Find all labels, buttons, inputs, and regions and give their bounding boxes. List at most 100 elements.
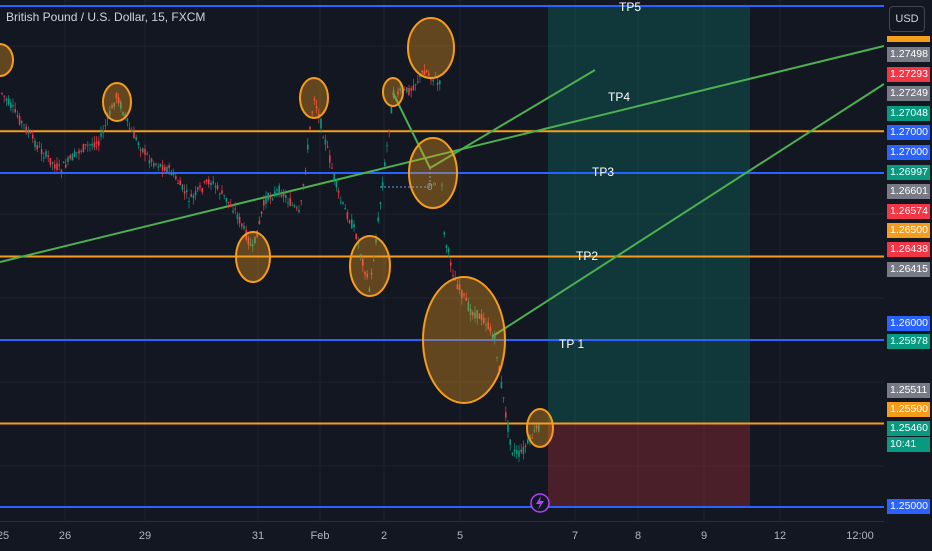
candle-body: [120, 102, 122, 109]
candle-body: [32, 134, 34, 139]
chart-background: [0, 0, 884, 521]
trendline-upper[interactable]: [429, 69, 596, 169]
price-tag: 1.26574: [887, 204, 930, 219]
candle-body: [148, 160, 151, 164]
circle-marker[interactable]: [382, 77, 404, 107]
candle-body: [439, 80, 441, 85]
candle-body: [403, 88, 406, 90]
candle-body: [170, 173, 173, 176]
price-tag: 1.25978: [887, 334, 930, 349]
candle-body: [7, 98, 10, 105]
time-tick: 29: [138, 530, 152, 542]
horizontal-levels[interactable]: [0, 5, 884, 508]
stop-loss-zone[interactable]: [548, 423, 750, 507]
candle-body: [344, 208, 346, 210]
circle-marker[interactable]: [408, 137, 458, 209]
candle-body: [322, 137, 324, 139]
candle-body: [337, 190, 340, 193]
currency-button[interactable]: USD: [889, 6, 925, 32]
circle-marker[interactable]: [349, 235, 391, 297]
candle-body: [276, 189, 278, 191]
candle-body: [342, 202, 344, 204]
symbol-title[interactable]: British Pound / U.S. Dollar, 15, FXCM: [6, 10, 206, 24]
candle-body: [364, 271, 366, 275]
time-tick: 26: [58, 530, 72, 542]
candle-body: [300, 200, 302, 202]
candle-body: [221, 190, 223, 194]
candle-body: [498, 365, 500, 371]
circle-marker[interactable]: [422, 276, 506, 404]
candle-body: [223, 194, 225, 197]
candle-body: [302, 184, 305, 186]
candle-body: [467, 302, 470, 311]
candle-body: [100, 133, 102, 137]
candle-body: [181, 184, 184, 190]
candle-body: [445, 245, 448, 248]
candle-body: [58, 164, 60, 166]
candle-body: [208, 179, 210, 185]
candle-body: [384, 162, 386, 166]
price-tag: 1.25000: [887, 499, 930, 514]
candle-body: [137, 142, 140, 145]
candle-body: [381, 182, 384, 188]
candle-body: [27, 131, 30, 134]
circle-marker[interactable]: [407, 17, 455, 79]
candle-body: [513, 449, 516, 452]
candle-body: [421, 70, 423, 73]
candle-body: [280, 195, 283, 197]
candle-body: [500, 382, 503, 389]
candle-body: [340, 201, 342, 203]
candle-body: [271, 198, 274, 200]
candle-body: [476, 310, 478, 319]
tp1-label: TP 1: [559, 337, 585, 351]
circle-marker[interactable]: [299, 77, 329, 119]
candle-body: [516, 450, 518, 455]
candle-body: [324, 139, 327, 145]
candle-body: [311, 111, 313, 113]
trendline-lower[interactable]: [492, 83, 885, 337]
lightning-event-icon[interactable]: [530, 493, 550, 513]
trendline-short[interactable]: [392, 92, 431, 169]
angle-guide: 0°: [380, 168, 437, 193]
time-tick: 8: [634, 530, 642, 542]
circle-marker[interactable]: [102, 82, 132, 122]
highlight-circles[interactable]: [0, 17, 554, 448]
candle-body: [287, 202, 289, 204]
circle-marker[interactable]: [526, 408, 554, 448]
price-tag: 1.25500: [887, 402, 930, 417]
price-tag: 1.27498: [887, 47, 930, 62]
candle-body: [291, 204, 294, 206]
candle-body: [128, 128, 131, 130]
candle-body: [392, 90, 395, 98]
candle-body: [205, 179, 208, 182]
time-axis[interactable]: 25 26 29 31 Feb 2 5 7 8 9 12 12:00: [0, 521, 884, 551]
candle-body: [432, 79, 434, 82]
candle-body: [491, 334, 494, 340]
candle-body: [238, 216, 241, 224]
candle-body: [480, 314, 483, 321]
candle-body: [131, 129, 133, 132]
candle-body: [375, 239, 377, 243]
circle-marker[interactable]: [0, 43, 14, 77]
candle-body: [386, 145, 388, 147]
circle-marker[interactable]: [235, 231, 271, 283]
profit-target-zone[interactable]: [548, 6, 750, 423]
candle-body: [494, 334, 496, 339]
price-tag: 1.26000: [887, 316, 930, 331]
candle-body: [73, 151, 76, 157]
candle-body: [157, 166, 159, 168]
candle-body: [399, 88, 401, 91]
candle-body: [249, 243, 252, 247]
candle-body: [82, 144, 85, 153]
candle-body: [93, 142, 96, 148]
candle-body: [104, 125, 107, 127]
tp3-label: TP3: [592, 165, 615, 179]
candle-body: [335, 180, 338, 188]
trendline-long[interactable]: [0, 45, 885, 263]
candle-body: [203, 181, 206, 183]
candle-body: [379, 202, 382, 205]
trend-lines[interactable]: [0, 45, 885, 337]
candle-body: [188, 201, 190, 203]
candle-body: [258, 220, 261, 224]
